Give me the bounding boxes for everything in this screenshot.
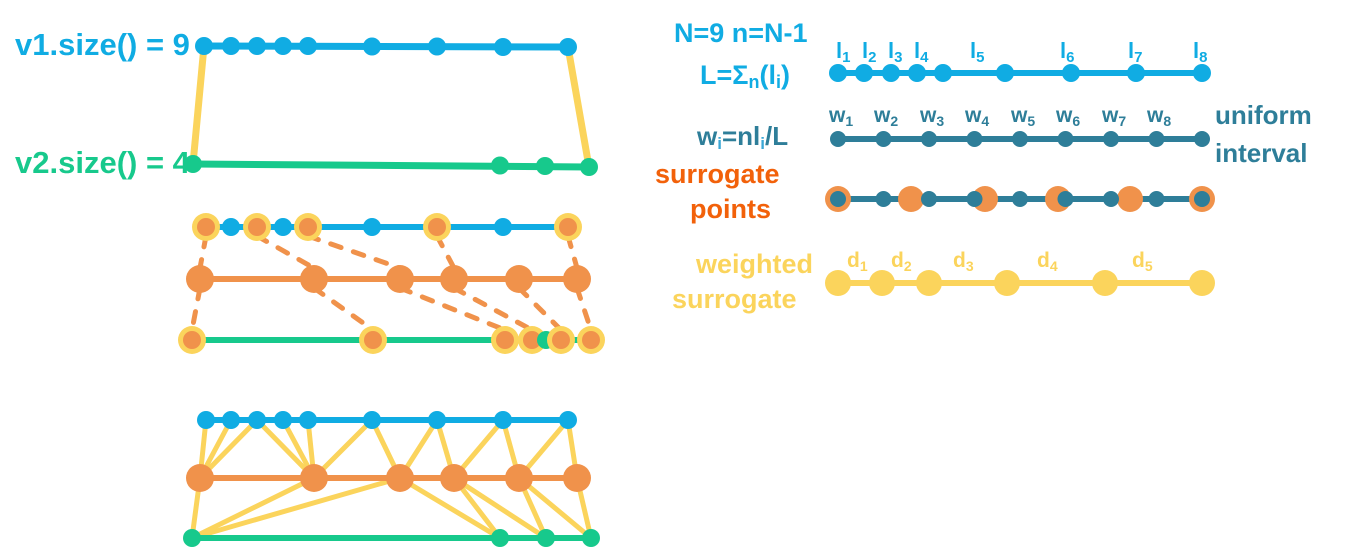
svg-text:interval: interval	[1215, 138, 1308, 168]
svg-text:wi=nli/L: wi=nli/L	[696, 121, 788, 153]
svg-text:points: points	[690, 194, 771, 224]
svg-text:N=9 n=N-1: N=9 n=N-1	[674, 18, 808, 48]
svg-text:surrogate: surrogate	[672, 284, 797, 314]
svg-text:v2.size() = 4: v2.size() = 4	[15, 145, 191, 180]
svg-text:weighted: weighted	[695, 249, 813, 279]
svg-text:uniform: uniform	[1215, 100, 1312, 130]
svg-text:surrogate: surrogate	[655, 159, 780, 189]
svg-text:v1.size() = 9: v1.size() = 9	[15, 27, 190, 62]
